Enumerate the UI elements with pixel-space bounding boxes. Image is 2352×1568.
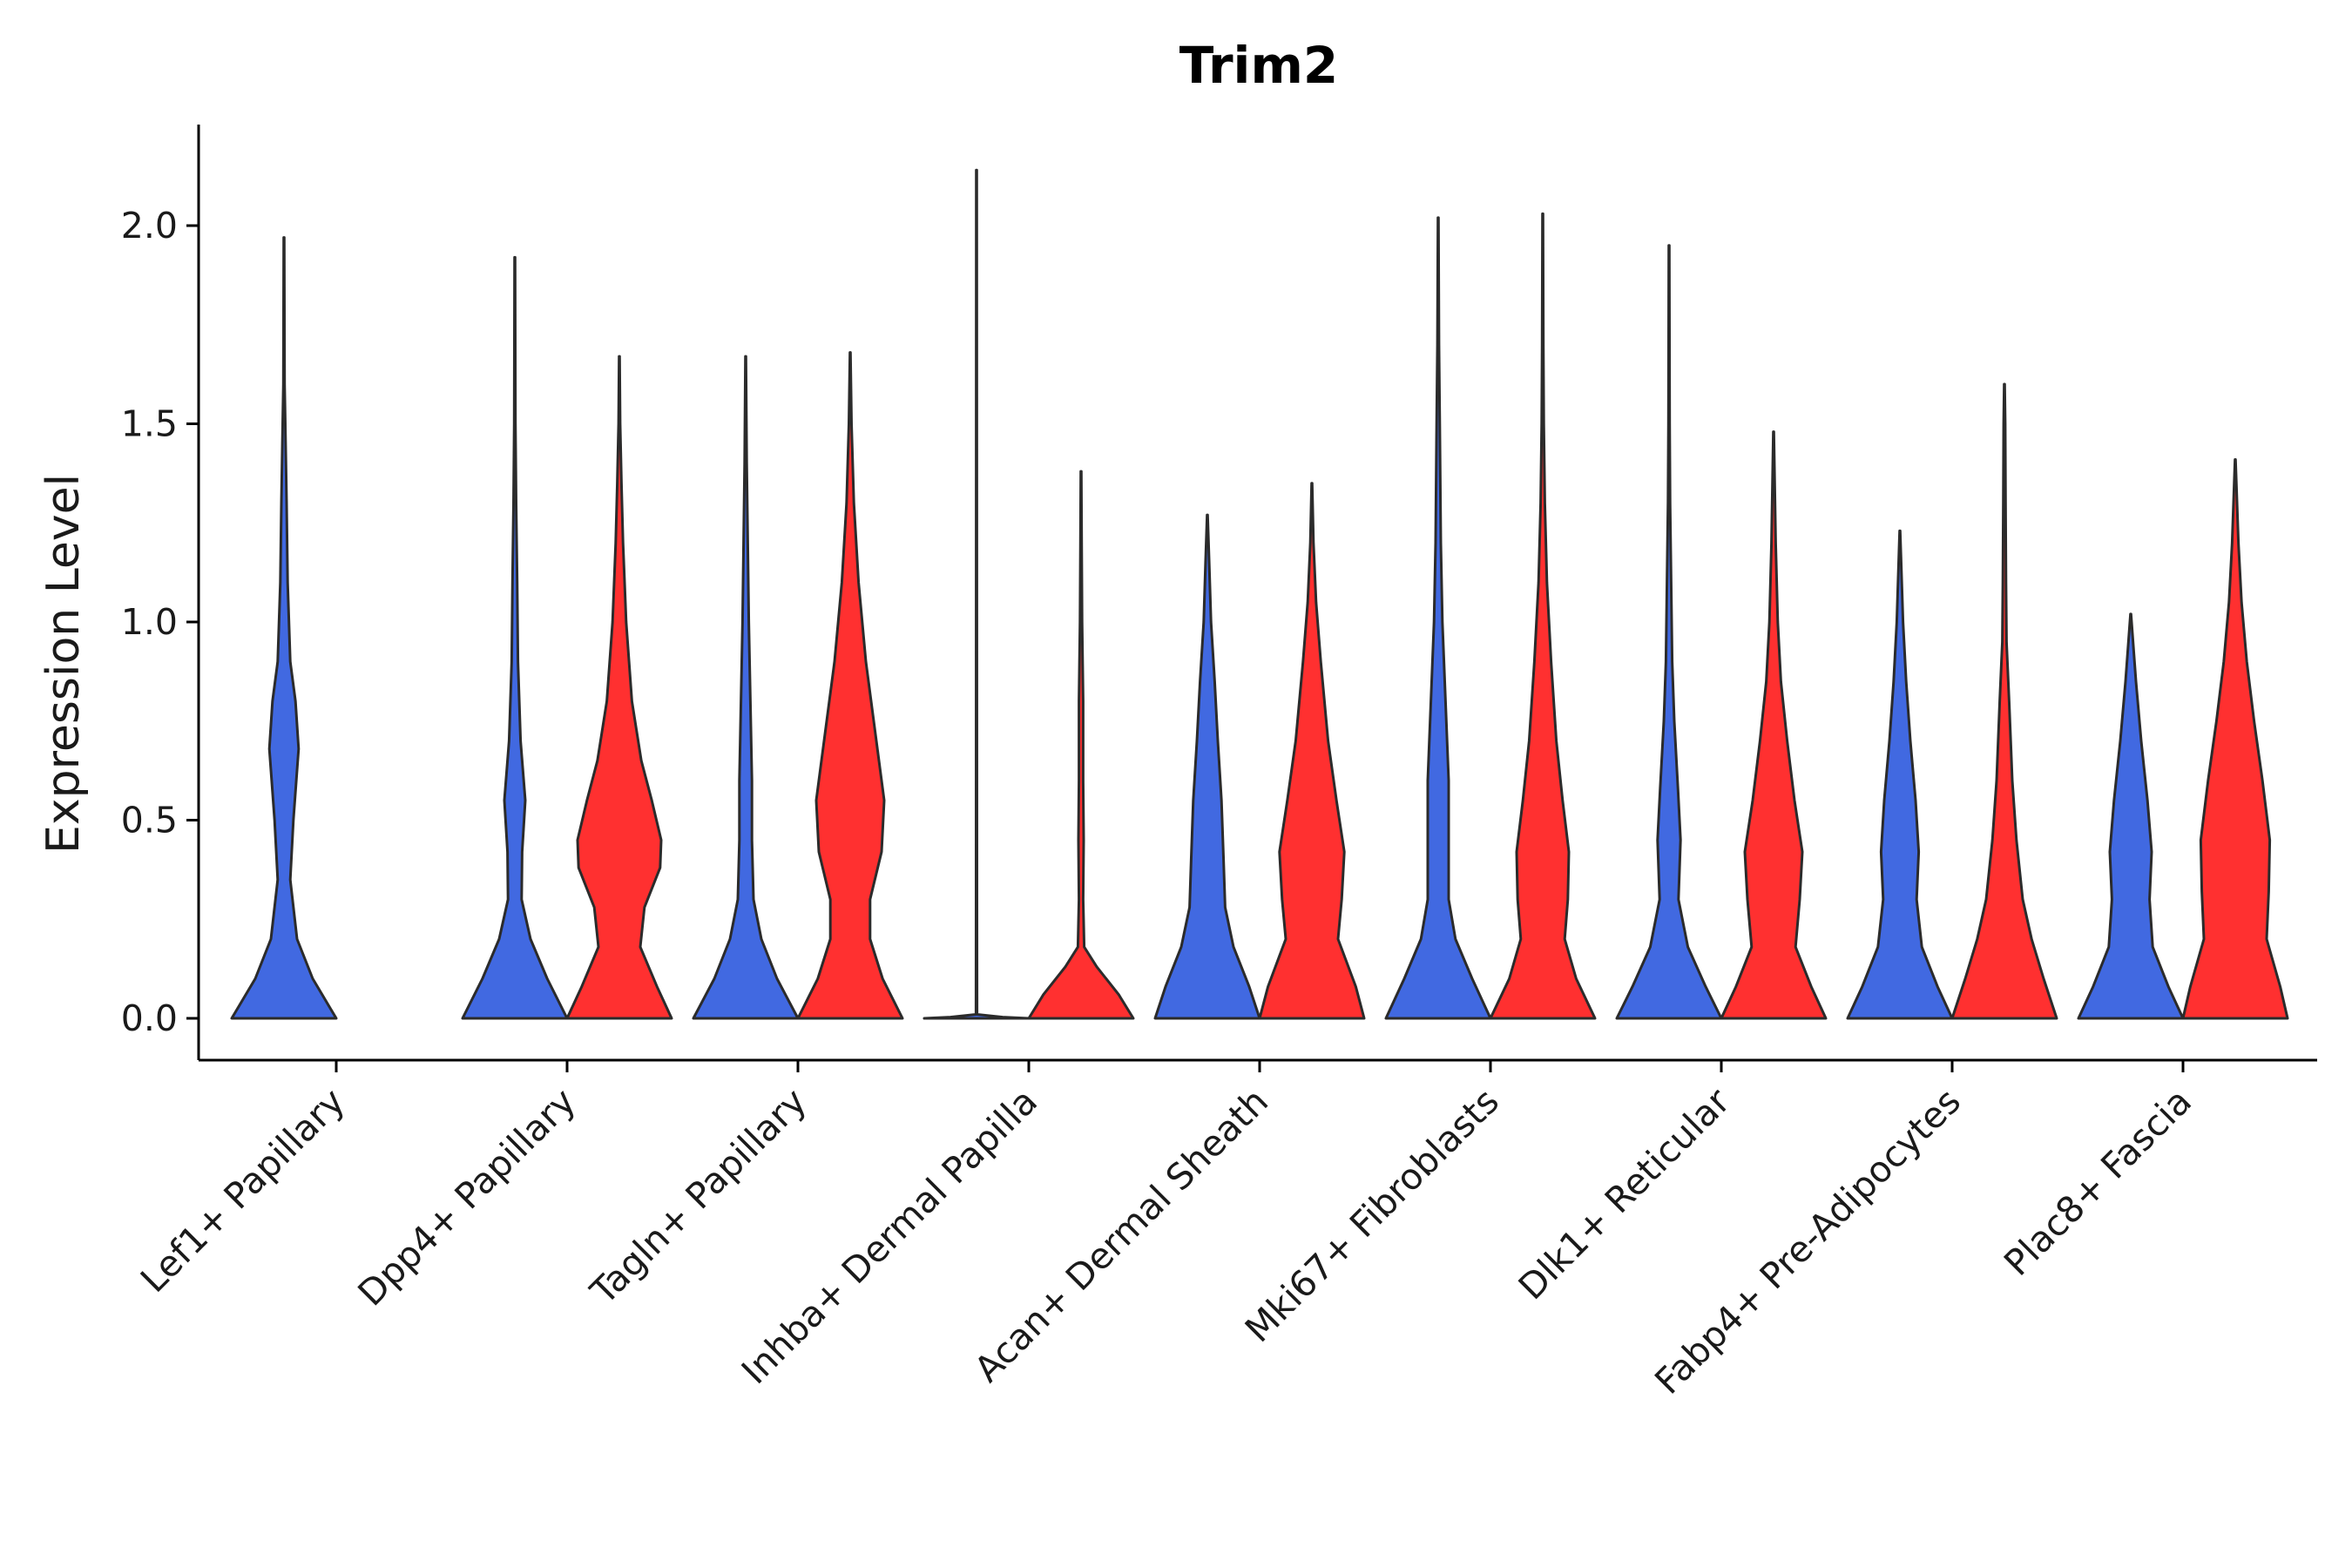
violin-lef1-papillary-blue (230, 236, 338, 1020)
y-tick-label: 1.5 (121, 403, 178, 445)
violin-dpp4-papillary-blue (461, 255, 569, 1020)
x-tick-label: Mki67+ Fibroblasts (1237, 1080, 1507, 1350)
violins-layer (230, 168, 2289, 1020)
violin-dlk1-reticular-red (1720, 430, 1828, 1020)
violin-acan-dermal-sheath-red (1258, 482, 1366, 1020)
y-tick-label: 0.0 (121, 997, 178, 1039)
violin-tagln-papillary-red (796, 351, 904, 1020)
y-tick-label: 2.0 (121, 205, 178, 247)
violin-fabp4-pre-adipocytes-red (1950, 382, 2058, 1020)
y-tick-label: 1.0 (121, 601, 178, 643)
x-tick-label: Tagln+ Papillary (582, 1080, 814, 1313)
chart-title: Trim2 (1179, 36, 1338, 95)
violin-dpp4-papillary-red (565, 355, 673, 1020)
x-tick-label: Lef1+ Papillary (132, 1080, 353, 1301)
x-tick-label: Plac8+ Fascia (1996, 1080, 2200, 1284)
violin-dlk1-reticular-blue (1615, 244, 1723, 1020)
violin-plac8-fascia-blue (2077, 612, 2185, 1020)
violin-plac8-fascia-red (2181, 458, 2289, 1020)
x-tick-label: Dlk1+ Reticular (1511, 1080, 1738, 1308)
violin-tagln-papillary-blue (692, 355, 800, 1020)
violin-mki67-fibroblasts-blue (1384, 216, 1492, 1020)
x-tick-label: Dpp4+ Papillary (350, 1080, 584, 1314)
violin-acan-dermal-sheath-blue (1153, 513, 1261, 1020)
y-tick-label: 0.5 (121, 800, 178, 841)
violin-fabp4-pre-adipocytes-blue (1846, 529, 1954, 1020)
violin-mki67-fibroblasts-red (1489, 212, 1597, 1020)
y-axis-label: Expression Level (37, 474, 90, 854)
violin-inhba-dermal-papilla-blue (923, 168, 1031, 1020)
violin-inhba-dermal-papilla-red (1027, 470, 1135, 1020)
